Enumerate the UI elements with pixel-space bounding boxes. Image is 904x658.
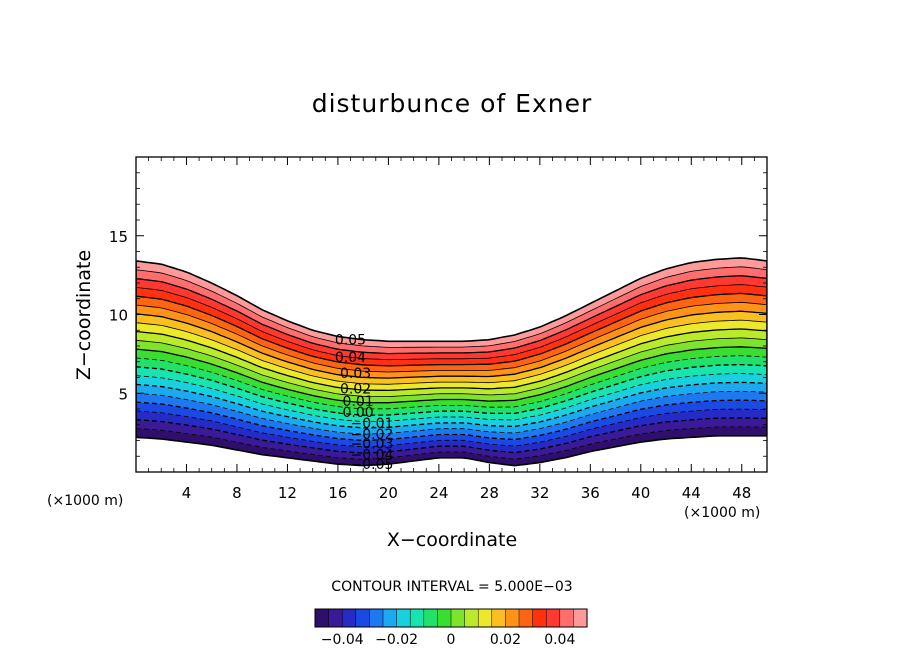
colorbar-swatch xyxy=(532,608,547,628)
x-axis-unit-left: (×1000 m) xyxy=(47,493,123,509)
contour-lines xyxy=(136,266,767,460)
colorbar xyxy=(314,608,588,628)
contour-line xyxy=(136,337,767,398)
y-tick-label: 15 xyxy=(109,228,128,246)
contour-label: 0.05 xyxy=(335,333,366,349)
contour-label: −0.04 xyxy=(351,448,394,464)
contour-labels: 0.050.040.030.020.010.00−0.01−0.02−0.03−… xyxy=(335,333,394,473)
colorbar-swatch xyxy=(423,608,438,628)
contour-line xyxy=(136,363,767,416)
x-tick-label: 8 xyxy=(232,484,242,502)
plot-area xyxy=(136,257,767,467)
colorbar-tick-label: 0 xyxy=(447,632,456,648)
contour-label: 0.02 xyxy=(340,382,371,398)
colorbar-swatch xyxy=(518,608,534,628)
colorbar-swatch xyxy=(355,608,370,628)
colorbar-swatch xyxy=(559,608,574,628)
field-outline xyxy=(136,257,767,467)
x-tick-label: 24 xyxy=(429,484,448,502)
colorbar-tick-label: −0.02 xyxy=(375,632,418,648)
y-axis-label: Z−coordinate xyxy=(73,250,95,380)
contour-line xyxy=(136,292,767,367)
contour-label: 0.01 xyxy=(343,394,374,410)
contour-label: −0.03 xyxy=(351,437,394,453)
contour-line xyxy=(136,319,767,385)
x-axis-unit-right: (×1000 m) xyxy=(684,505,760,521)
contour-line xyxy=(136,310,767,379)
contour-line xyxy=(136,328,767,392)
contour-line xyxy=(136,275,767,355)
chart-title: disturbunce of Exner xyxy=(312,89,593,118)
colorbar-swatch xyxy=(328,608,343,628)
colorbar-tick-label: −0.04 xyxy=(321,632,364,648)
colorbar-swatch xyxy=(505,608,520,628)
colorbar-swatch xyxy=(491,608,506,628)
colorbar-frame xyxy=(314,608,588,628)
contour-line xyxy=(136,346,767,404)
x-axis-label: X−coordinate xyxy=(387,529,517,551)
colorbar-swatch xyxy=(477,608,493,628)
x-tick-label: 48 xyxy=(732,484,751,502)
contour-line xyxy=(136,426,767,460)
colorbar-swatch xyxy=(573,608,588,628)
contour-line xyxy=(136,284,767,361)
colorbar-swatch xyxy=(369,608,384,628)
colorbar-swatch xyxy=(545,608,561,628)
x-tick-label: 32 xyxy=(530,484,549,502)
contour-line xyxy=(136,381,767,429)
contour-label: −0.05 xyxy=(351,457,394,473)
contour-label: −0.01 xyxy=(351,416,394,432)
y-axis-ticks: 5 10 15 xyxy=(109,172,767,457)
x-tick-label: 44 xyxy=(682,484,701,502)
contour-label: −0.02 xyxy=(351,427,394,443)
colorbar-swatch xyxy=(409,608,425,628)
contour-line xyxy=(136,301,767,373)
contour-line xyxy=(136,266,767,348)
colorbar-tick-label: 0.04 xyxy=(544,632,575,648)
x-tick-label: 12 xyxy=(278,484,297,502)
y-tick-label: 5 xyxy=(118,385,128,403)
contour-line xyxy=(136,355,767,410)
contour-line xyxy=(136,417,767,454)
x-tick-label: 16 xyxy=(328,484,347,502)
colorbar-swatch xyxy=(314,608,330,628)
x-tick-label: 4 xyxy=(182,484,192,502)
colorbar-tick-labels: −0.04 −0.02 0 0.02 0.04 xyxy=(321,632,576,648)
colorbar-tick-label: 0.02 xyxy=(490,632,521,648)
x-axis-ticks: 4 8 12 16 20 24 28 32 36 40 44 48 xyxy=(148,157,755,502)
colorbar-swatch xyxy=(382,608,398,628)
colorbar-swatch xyxy=(464,608,479,628)
contour-line xyxy=(136,373,767,422)
colorbar-swatch xyxy=(341,608,357,628)
colorbar-swatch xyxy=(396,608,411,628)
y-tick-label: 10 xyxy=(109,307,128,325)
x-tick-label: 36 xyxy=(581,484,600,502)
contour-line xyxy=(136,408,767,448)
contour-interval-text: CONTOUR INTERVAL = 5.000E−03 xyxy=(331,579,572,595)
contour-label: 0.00 xyxy=(343,405,374,421)
x-tick-label: 20 xyxy=(379,484,398,502)
contour-label: 0.03 xyxy=(340,366,371,382)
colorbar-swatch xyxy=(437,608,452,628)
contour-line xyxy=(136,390,767,435)
x-tick-label: 40 xyxy=(631,484,650,502)
x-tick-label: 28 xyxy=(480,484,499,502)
colorbar-swatch xyxy=(450,608,466,628)
contour-label: 0.04 xyxy=(335,350,366,366)
contour-line xyxy=(136,399,767,442)
contour-fill xyxy=(136,257,767,466)
